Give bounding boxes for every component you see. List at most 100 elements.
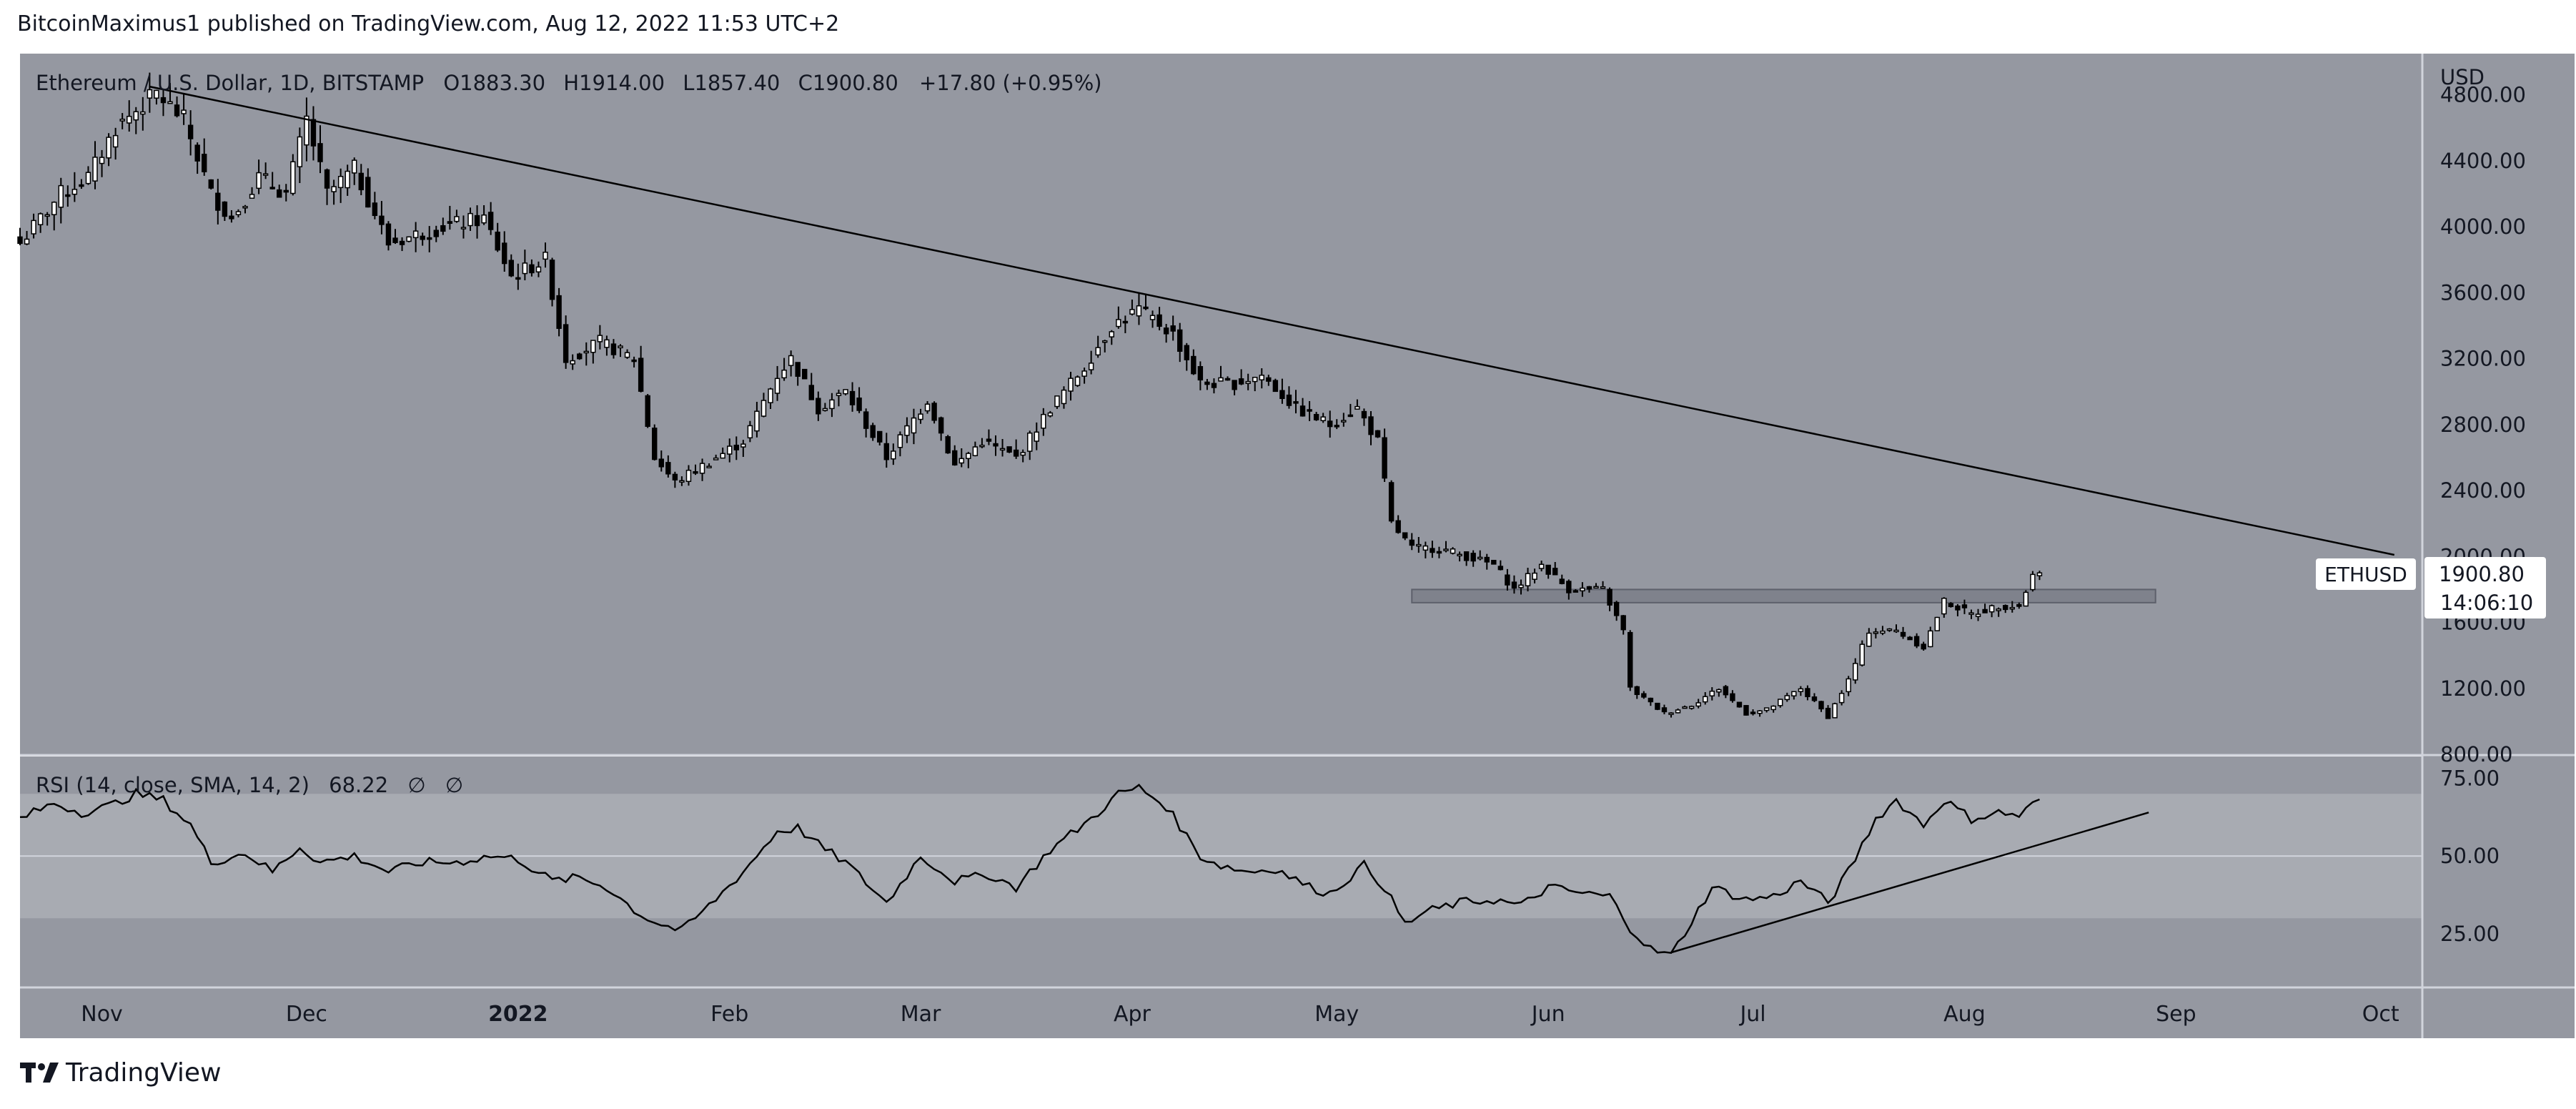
price-tick-label: 2800.00	[2440, 413, 2526, 437]
candle	[187, 110, 194, 156]
rsi-extra-1: ∅	[407, 773, 425, 797]
symbol-title: Ethereum / U.S. Dollar, 1D, BITSTAMP	[36, 71, 424, 95]
candle	[924, 400, 931, 414]
candle	[235, 209, 242, 218]
candle	[1347, 403, 1354, 418]
candle	[1430, 541, 1435, 558]
candle	[1791, 691, 1797, 700]
candle	[1116, 306, 1121, 329]
candle	[262, 162, 269, 179]
candle	[577, 353, 583, 360]
candle	[938, 416, 944, 441]
candle	[420, 232, 425, 246]
candle	[556, 287, 562, 337]
candle	[1286, 386, 1292, 409]
candle	[1368, 410, 1374, 445]
candle	[672, 471, 678, 488]
candle	[1293, 390, 1299, 414]
candle	[277, 184, 282, 198]
candle	[358, 164, 364, 195]
time-tick-label: Aug	[1943, 1002, 1986, 1027]
candle	[870, 423, 876, 441]
candle	[412, 222, 419, 252]
candle	[1566, 579, 1572, 600]
candle	[1422, 541, 1429, 558]
candle	[352, 157, 357, 185]
candle	[160, 89, 167, 117]
candle	[467, 207, 473, 231]
candle	[133, 107, 139, 134]
support-zone[interactable]	[1411, 588, 2156, 603]
time-tick-label: Feb	[710, 1002, 748, 1027]
candle	[194, 142, 200, 174]
candle	[495, 222, 500, 252]
candle	[679, 476, 685, 486]
candle	[181, 93, 187, 125]
rsi-legend[interactable]: RSI (14, close, SMA, 14, 2) 68.22 ∅ ∅	[36, 773, 463, 797]
candle	[256, 159, 262, 194]
candle	[1457, 551, 1462, 562]
candle	[1197, 361, 1204, 390]
time-axis-panel[interactable]	[20, 988, 2422, 1038]
candle	[99, 149, 105, 177]
time-tick-label: Nov	[81, 1002, 123, 1027]
candle	[754, 401, 760, 438]
candle	[822, 403, 828, 412]
candle	[112, 127, 119, 160]
candle	[249, 187, 255, 199]
rsi-line[interactable]	[19, 784, 2040, 955]
candle	[658, 450, 664, 472]
axis-corner	[2423, 988, 2575, 1038]
candle	[727, 438, 733, 463]
rsi-extra-2: ∅	[445, 773, 463, 797]
candle	[1027, 430, 1033, 460]
candle	[508, 254, 514, 277]
candle	[1088, 350, 1094, 375]
candle	[966, 451, 971, 468]
symbol-legend[interactable]: Ethereum / U.S. Dollar, 1D, BITSTAMP O18…	[36, 71, 1102, 95]
candle	[1838, 690, 1845, 706]
candle	[1443, 541, 1449, 553]
candle	[1736, 701, 1743, 708]
candle	[911, 408, 917, 445]
candle	[972, 441, 979, 457]
candle	[1545, 564, 1551, 579]
candle	[1784, 692, 1790, 702]
price-axis-panel[interactable]	[2423, 54, 2575, 987]
candle	[2003, 604, 2008, 613]
price-tick-label: 3600.00	[2440, 280, 2526, 305]
candle	[1232, 380, 1237, 395]
price-tick-label: 4400.00	[2440, 149, 2526, 173]
candle	[1893, 624, 1899, 634]
candle	[1961, 599, 1968, 614]
descending-resistance-line[interactable]	[149, 85, 2395, 556]
time-tick-label: Dec	[286, 1002, 327, 1027]
candle	[1763, 707, 1770, 713]
candle	[1218, 365, 1224, 382]
candle	[502, 231, 507, 272]
candle	[208, 179, 214, 189]
candle	[863, 408, 869, 438]
candle	[1259, 368, 1264, 389]
price-pane[interactable]	[20, 54, 2422, 754]
time-tick-label: 2022	[488, 1002, 548, 1027]
candle	[1695, 699, 1701, 709]
candle	[1034, 422, 1039, 450]
candle	[816, 391, 821, 421]
tradingview-logo[interactable]: TradingView	[20, 1058, 222, 1088]
last-price-tag[interactable]: ETHUSD 1900.80 14:06:10	[2316, 557, 2546, 618]
candle	[433, 225, 439, 242]
candle	[337, 168, 344, 203]
time-tick-label: Mar	[901, 1002, 941, 1027]
candle	[1866, 628, 1872, 647]
candle	[781, 358, 787, 381]
candle	[1859, 640, 1865, 667]
candle	[1532, 568, 1537, 583]
candle	[522, 250, 528, 280]
candle	[297, 127, 303, 183]
candle	[618, 344, 623, 358]
rsi-ascending-support-line[interactable]	[1670, 812, 2149, 954]
candle	[631, 356, 637, 368]
candle	[1156, 307, 1162, 331]
